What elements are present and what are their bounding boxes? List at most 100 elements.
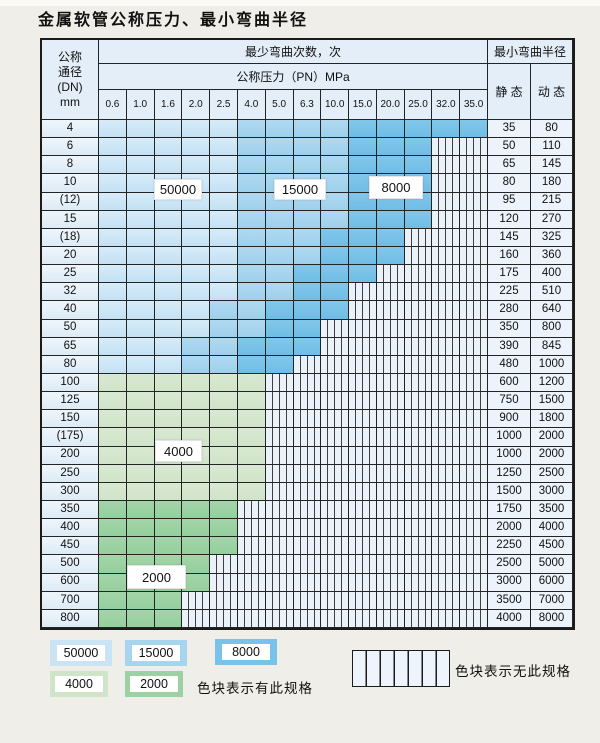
spec-cell-unavailable — [404, 355, 433, 374]
spec-cell-available — [126, 138, 155, 157]
pressure-header-cell: 2.0 — [182, 90, 211, 120]
spec-cell-available — [126, 519, 155, 538]
spec-cell-unavailable — [460, 482, 488, 501]
spec-cell-unavailable — [404, 482, 433, 501]
static-value: 145 — [488, 228, 531, 247]
dynamic-value: 800 — [531, 319, 573, 338]
spec-cell-unavailable — [237, 573, 266, 592]
spec-cell-unavailable — [432, 301, 461, 320]
spec-cell-unavailable — [404, 410, 433, 429]
spec-cell-available — [293, 156, 322, 175]
spec-cell-available — [321, 120, 350, 139]
static-value: 1250 — [488, 464, 531, 483]
static-value: 480 — [488, 355, 531, 374]
spec-cell-unavailable — [404, 428, 433, 447]
spec-cell-available — [99, 373, 127, 393]
spec-table: 公称 通径 (DN) mm 最少弯曲次数，次 最小弯曲半径 公称压力（PN）MP… — [40, 38, 575, 630]
spec-cell-unavailable — [432, 265, 461, 284]
dn-cell: 500 — [42, 555, 99, 574]
header-dn: 公称 通径 (DN) mm — [42, 40, 99, 120]
spec-cell-unavailable — [349, 373, 377, 393]
legend-swatch-label: 4000 — [55, 676, 103, 692]
spec-cell-available — [126, 591, 155, 610]
spec-cell-unavailable — [460, 410, 488, 429]
dynamic-value: 3500 — [531, 500, 573, 520]
cycle-count-label: 2000 — [127, 565, 186, 589]
spec-cell-available — [237, 138, 266, 157]
spec-cell-unavailable — [237, 519, 266, 538]
static-value: 1000 — [488, 446, 531, 465]
spec-cell-available — [154, 373, 183, 393]
spec-cell-available — [99, 591, 127, 610]
static-value: 2250 — [488, 537, 531, 556]
spec-cell-available — [210, 174, 238, 193]
spec-cell-available — [210, 120, 238, 139]
header-dn-line: 公称 — [57, 50, 82, 64]
spec-cell-unavailable — [460, 319, 488, 338]
spec-cell-available — [182, 355, 211, 374]
spec-cell-unavailable — [349, 573, 377, 592]
spec-cell-unavailable — [460, 573, 488, 592]
spec-cell-unavailable — [376, 609, 405, 628]
spec-cell-available — [99, 464, 127, 483]
spec-cell-unavailable — [404, 246, 433, 266]
spec-cell-unavailable — [432, 373, 461, 393]
dn-cell: 100 — [42, 373, 99, 393]
dynamic-value: 2500 — [531, 464, 573, 483]
static-value: 280 — [488, 301, 531, 320]
spec-cell-unavailable — [321, 591, 350, 610]
spec-cell-available — [126, 301, 155, 320]
spec-cell-available — [210, 228, 238, 247]
spec-cell-available — [99, 446, 127, 465]
spec-cell-available — [99, 355, 127, 374]
spec-cell-unavailable — [404, 283, 433, 302]
spec-cell-available — [154, 337, 183, 356]
spec-cell-available — [154, 392, 183, 411]
spec-cell-available — [265, 301, 294, 320]
legend-no-spec-text: 色块表示无此规格 — [455, 664, 571, 679]
static-value: 1000 — [488, 428, 531, 447]
spec-cell-unavailable — [404, 591, 433, 610]
dn-cell: 40 — [42, 301, 99, 320]
spec-cell-available — [237, 210, 266, 229]
spec-cell-available — [237, 228, 266, 247]
spec-cell-unavailable — [432, 210, 461, 229]
spec-cell-available — [154, 156, 183, 175]
spec-cell-unavailable — [376, 519, 405, 538]
spec-cell-available — [99, 537, 127, 556]
spec-cell-available — [237, 246, 266, 266]
dn-cell: 6 — [42, 138, 99, 157]
dynamic-value: 400 — [531, 265, 573, 284]
spec-cell-available — [349, 120, 377, 139]
spec-cell-unavailable — [376, 319, 405, 338]
spec-cell-available — [293, 138, 322, 157]
spec-cell-available — [237, 192, 266, 211]
spec-cell-unavailable — [293, 355, 322, 374]
static-value: 225 — [488, 283, 531, 302]
spec-cell-available — [265, 355, 294, 374]
spec-cell-unavailable — [349, 428, 377, 447]
spec-cell-available — [321, 210, 350, 229]
dn-cell: 125 — [42, 392, 99, 411]
spec-cell-available — [99, 156, 127, 175]
spec-cell-unavailable — [265, 591, 294, 610]
spec-cell-available — [182, 156, 211, 175]
spec-cell-unavailable — [376, 573, 405, 592]
dynamic-value: 1800 — [531, 410, 573, 429]
dynamic-value: 2000 — [531, 428, 573, 447]
spec-cell-unavailable — [432, 355, 461, 374]
dn-cell: 300 — [42, 482, 99, 501]
spec-cell-unavailable — [460, 355, 488, 374]
spec-cell-available — [210, 428, 238, 447]
pressure-header-cell: 0.6 — [99, 90, 127, 120]
static-value: 50 — [488, 138, 531, 157]
pressure-header-cell: 1.6 — [154, 90, 183, 120]
spec-cell-unavailable — [404, 392, 433, 411]
spec-cell-unavailable — [265, 500, 294, 520]
dynamic-value: 325 — [531, 228, 573, 247]
spec-cell-unavailable — [460, 609, 488, 628]
spec-cell-available — [182, 373, 211, 393]
spec-cell-unavailable — [432, 464, 461, 483]
dn-cell: 600 — [42, 573, 99, 592]
dynamic-value: 270 — [531, 210, 573, 229]
